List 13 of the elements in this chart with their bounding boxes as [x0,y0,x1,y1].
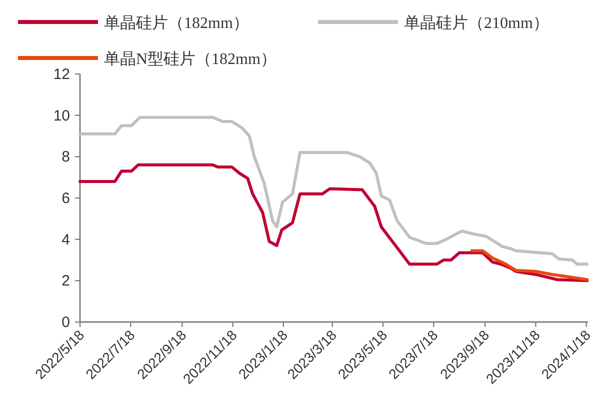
y-tick-label: 10 [53,107,70,124]
line-series [470,249,589,282]
y-tick-label: 2 [62,272,70,290]
y-tick-label: 4 [62,231,70,248]
y-tick-label: 6 [62,190,70,207]
legend-label: 单晶N型硅片（182mm） [104,50,276,68]
line-series [78,163,589,282]
y-tick-label: 8 [62,148,70,166]
legend-label: 单晶硅片（182mm） [104,14,249,32]
y-tick-label: 12 [53,66,70,83]
line-series [78,116,589,266]
y-tick-label: 0 [62,314,70,331]
legend-label: 单晶硅片（210mm） [404,14,549,32]
